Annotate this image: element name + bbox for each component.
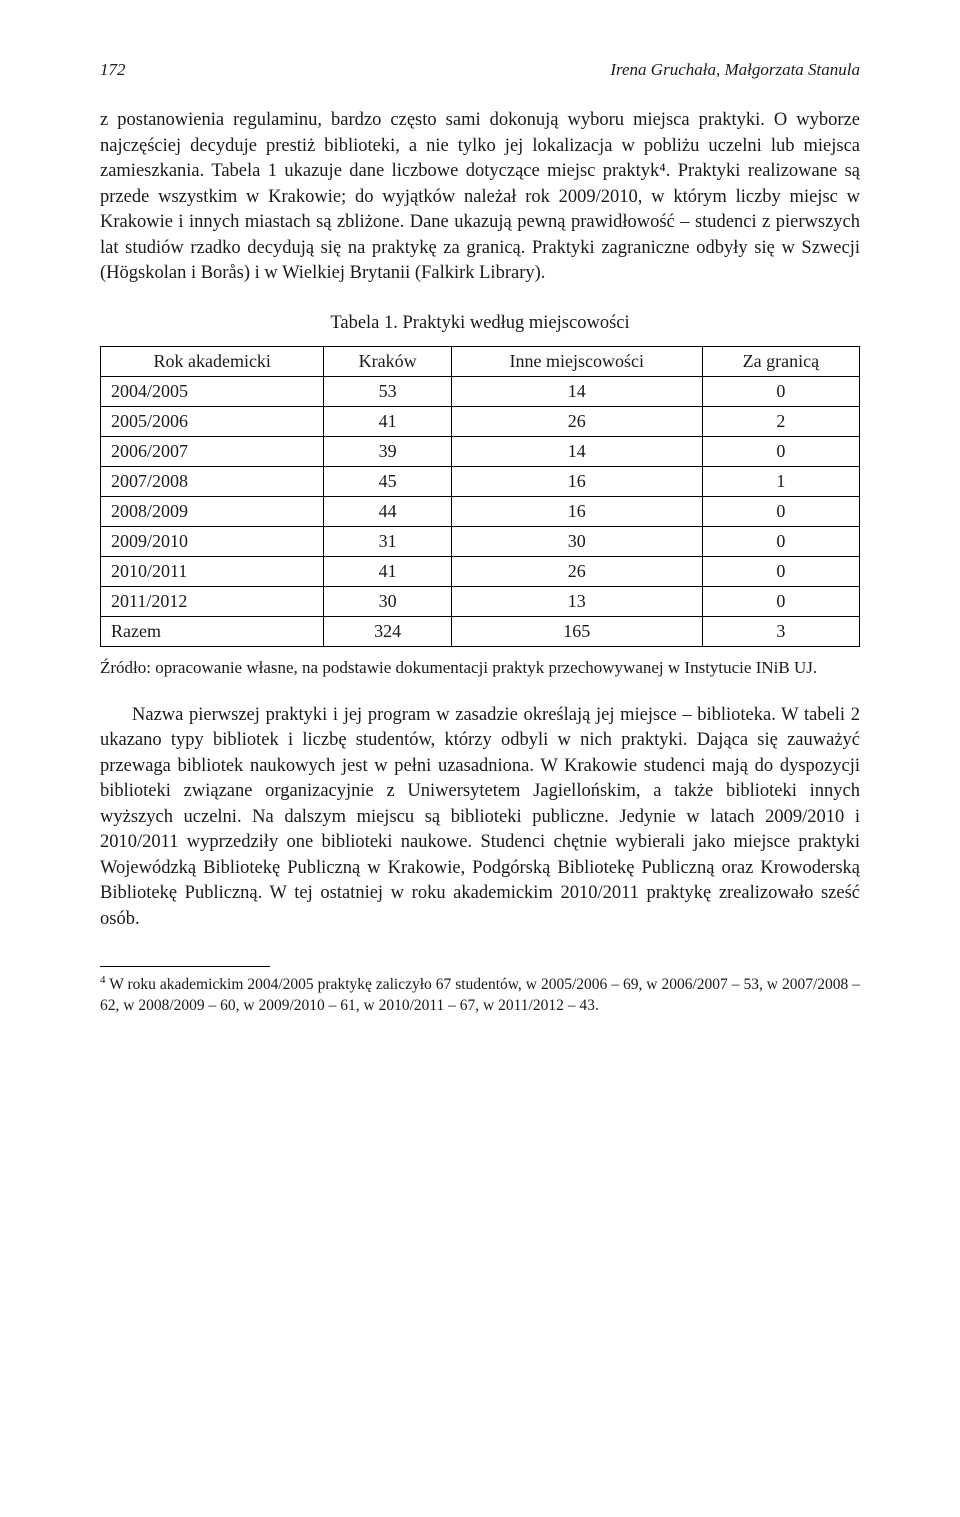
table-cell: 2011/2012 [101, 586, 324, 616]
table-row: 2009/201031300 [101, 526, 860, 556]
table-cell: 165 [451, 616, 702, 646]
table-cell: 30 [324, 586, 451, 616]
table-cell: 16 [451, 466, 702, 496]
table-row: 2010/201141260 [101, 556, 860, 586]
practices-table: Rok akademicki Kraków Inne miejscowości … [100, 346, 860, 647]
header-authors: Irena Gruchała, Małgorzata Stanula [610, 60, 860, 80]
table-header-cell: Kraków [324, 346, 451, 376]
table-source: Źródło: opracowanie własne, na podstawie… [100, 657, 860, 679]
table-cell: Razem [101, 616, 324, 646]
table-cell: 0 [702, 526, 859, 556]
table-cell: 0 [702, 436, 859, 466]
table-cell: 13 [451, 586, 702, 616]
paragraph-2: Nazwa pierwszej praktyki i jej program w… [100, 703, 860, 933]
table-caption: Tabela 1. Praktyki według miejscowości [100, 313, 860, 334]
table-cell: 2006/2007 [101, 436, 324, 466]
table-cell: 41 [324, 406, 451, 436]
table-row: 2004/200553140 [101, 376, 860, 406]
running-header: 172 Irena Gruchała, Małgorzata Stanula [100, 60, 860, 80]
table-body: 2004/2005531402005/2006412622006/2007391… [101, 376, 860, 646]
table-cell: 16 [451, 496, 702, 526]
table-header-cell: Rok akademicki [101, 346, 324, 376]
footnote-text: W roku akademickim 2004/2005 praktykę za… [100, 977, 860, 1014]
table-cell: 2007/2008 [101, 466, 324, 496]
table-cell: 45 [324, 466, 451, 496]
table-header-row: Rok akademicki Kraków Inne miejscowości … [101, 346, 860, 376]
table-cell: 3 [702, 616, 859, 646]
table-cell: 53 [324, 376, 451, 406]
table-cell: 0 [702, 556, 859, 586]
table-cell: 324 [324, 616, 451, 646]
table-cell: 0 [702, 586, 859, 616]
table-cell: 31 [324, 526, 451, 556]
table-cell: 0 [702, 376, 859, 406]
table-cell: 2004/2005 [101, 376, 324, 406]
table-cell: 26 [451, 556, 702, 586]
table-row: 2006/200739140 [101, 436, 860, 466]
table-header-cell: Za granicą [702, 346, 859, 376]
page-container: 172 Irena Gruchała, Małgorzata Stanula z… [0, 0, 960, 1096]
footnote-marker: 4 [100, 974, 106, 986]
footnote-rule [100, 966, 270, 967]
table-cell: 2005/2006 [101, 406, 324, 436]
table-row: 2011/201230130 [101, 586, 860, 616]
table-cell: 2010/2011 [101, 556, 324, 586]
table-row: Razem3241653 [101, 616, 860, 646]
page-number: 172 [100, 60, 126, 80]
table-cell: 14 [451, 436, 702, 466]
table-cell: 14 [451, 376, 702, 406]
table-header-cell: Inne miejscowości [451, 346, 702, 376]
table-cell: 2009/2010 [101, 526, 324, 556]
table-cell: 1 [702, 466, 859, 496]
table-cell: 2008/2009 [101, 496, 324, 526]
table-row: 2005/200641262 [101, 406, 860, 436]
table-cell: 39 [324, 436, 451, 466]
table-cell: 26 [451, 406, 702, 436]
table-row: 2007/200845161 [101, 466, 860, 496]
table-cell: 44 [324, 496, 451, 526]
table-cell: 41 [324, 556, 451, 586]
table-cell: 0 [702, 496, 859, 526]
footnote: 4 W roku akademickim 2004/2005 praktykę … [100, 973, 860, 1016]
table-cell: 2 [702, 406, 859, 436]
table-row: 2008/200944160 [101, 496, 860, 526]
table-cell: 30 [451, 526, 702, 556]
paragraph-1: z postanowienia regulaminu, bardzo częst… [100, 108, 860, 287]
